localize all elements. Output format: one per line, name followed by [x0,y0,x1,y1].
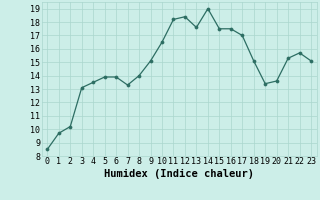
X-axis label: Humidex (Indice chaleur): Humidex (Indice chaleur) [104,169,254,179]
